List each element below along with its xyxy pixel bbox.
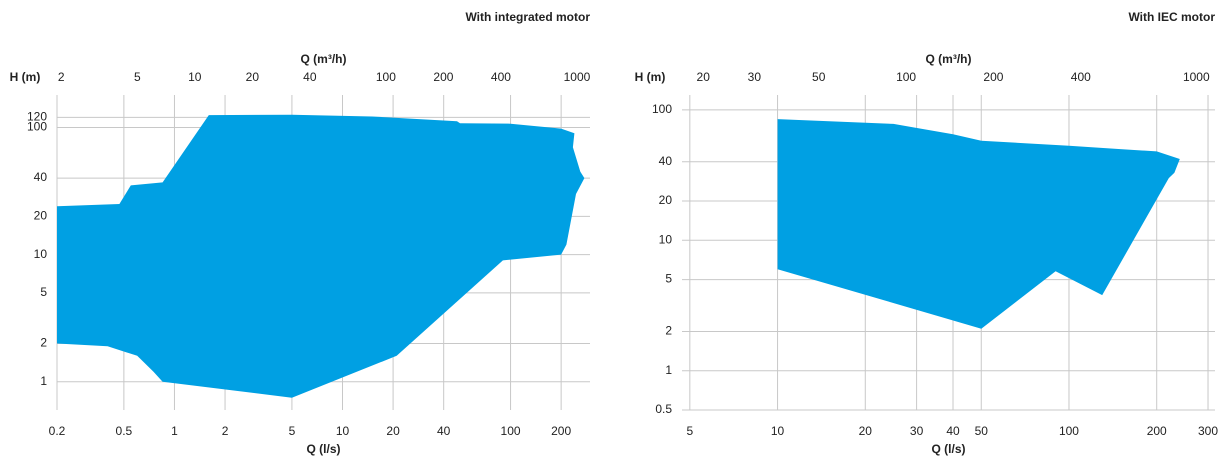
x-tick-label: 10	[771, 424, 785, 438]
x-tick-label: 5	[686, 424, 693, 438]
x-tick-label: 1	[171, 424, 178, 438]
x-tick-label: 2	[222, 424, 229, 438]
x-tick-label: 200	[551, 424, 571, 438]
y-tick-label: 5	[665, 272, 672, 286]
x2-tick-label: 1000	[564, 70, 591, 84]
x2-tick-label: 10	[188, 70, 202, 84]
x2-tick-label: 400	[491, 70, 511, 84]
x-tick-label: 100	[501, 424, 521, 438]
x-axis-label: Q (l/s)	[931, 442, 965, 456]
x-tick-label: 200	[1147, 424, 1167, 438]
x-tick-label: 40	[437, 424, 451, 438]
y-tick-label: 120	[27, 110, 47, 124]
y-tick-label: 1	[665, 363, 672, 377]
chart-title: With IEC motor	[1128, 10, 1215, 24]
x-tick-label: 20	[859, 424, 873, 438]
y-tick-label: 40	[34, 170, 48, 184]
x2-tick-label: 200	[983, 70, 1003, 84]
x-tick-label: 5	[289, 424, 296, 438]
x-tick-label: 20	[386, 424, 400, 438]
y-tick-label: 100	[652, 102, 672, 116]
x-tick-label: 10	[336, 424, 350, 438]
x-tick-label: 40	[946, 424, 960, 438]
x-tick-label: 300	[1198, 424, 1218, 438]
x-tick-label: 0.5	[116, 424, 133, 438]
y-tick-label: 2	[665, 324, 672, 338]
x2-tick-label: 5	[134, 70, 141, 84]
x-tick-label: 0.2	[49, 424, 66, 438]
x2-axis-label: Q (m³/h)	[301, 52, 347, 66]
y-tick-label: 100	[27, 120, 47, 134]
y-axis-label: H (m)	[10, 70, 41, 84]
x-tick-label: 100	[1059, 424, 1079, 438]
operating-range	[777, 119, 1180, 329]
x2-tick-label: 400	[1071, 70, 1091, 84]
x2-tick-label: 100	[376, 70, 396, 84]
chart-title: With integrated motor	[465, 10, 590, 24]
y-tick-label: 10	[34, 247, 48, 261]
y-axis-label: H (m)	[635, 70, 666, 84]
y-tick-label: 20	[659, 193, 673, 207]
x2-tick-label: 30	[748, 70, 762, 84]
x-tick-label: 50	[975, 424, 989, 438]
operating-range	[57, 114, 585, 398]
x2-tick-label: 200	[433, 70, 453, 84]
y-tick-label: 20	[34, 209, 48, 223]
y-tick-label: 0.5	[655, 402, 672, 416]
x2-tick-label: 100	[896, 70, 916, 84]
x2-axis-label: Q (m³/h)	[926, 52, 972, 66]
x-axis-label: Q (l/s)	[306, 442, 340, 456]
x-tick-label: 30	[910, 424, 924, 438]
x2-tick-label: 20	[246, 70, 260, 84]
x2-tick-label: 40	[303, 70, 317, 84]
x2-tick-label: 2	[58, 70, 65, 84]
y-tick-label: 1	[40, 374, 47, 388]
y-tick-label: 10	[659, 232, 673, 246]
x2-tick-label: 50	[812, 70, 826, 84]
x2-tick-label: 1000	[1183, 70, 1210, 84]
y-tick-label: 40	[659, 154, 673, 168]
x2-tick-label: 20	[697, 70, 711, 84]
y-tick-label: 2	[40, 336, 47, 350]
y-tick-label: 5	[40, 285, 47, 299]
